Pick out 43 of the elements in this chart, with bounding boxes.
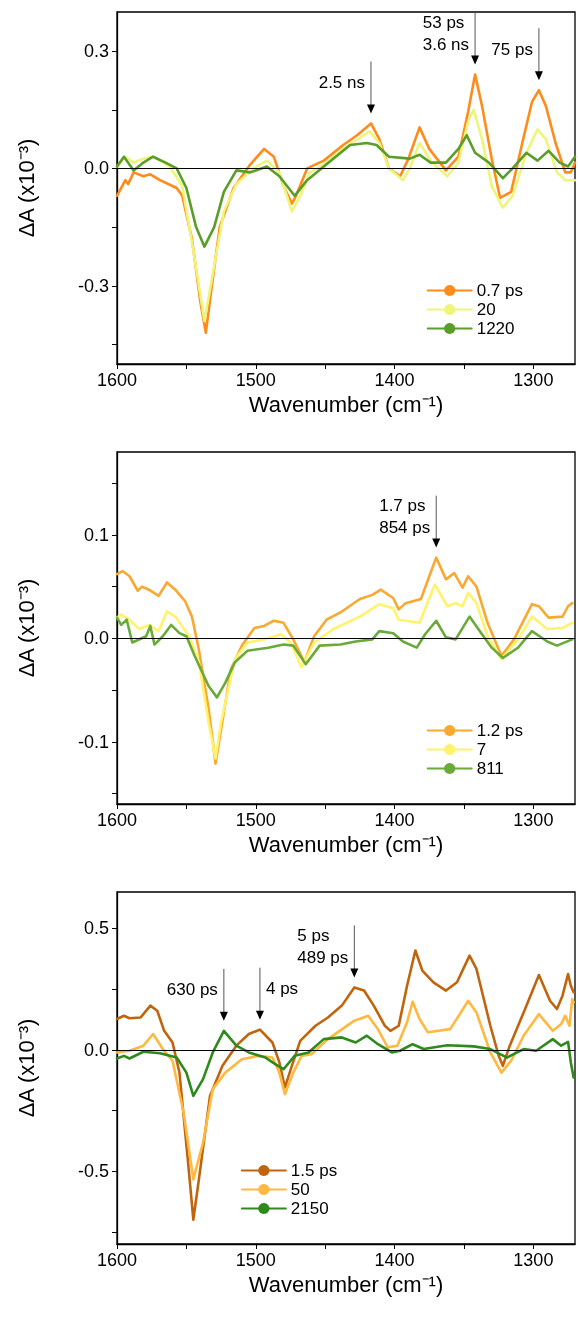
annotation: 5 ps 489 ps xyxy=(297,925,349,967)
x-axis-title: Wavenumber (cm⁻¹) xyxy=(248,392,444,418)
y-axis-title: ΔA (x10⁻³) xyxy=(13,1018,39,1118)
x-tick-label: 1500 xyxy=(235,1250,276,1270)
annotation: 630 ps xyxy=(166,980,218,1000)
y-tick-label: -0.5 xyxy=(77,1161,109,1182)
legend-label: 1220 xyxy=(476,319,515,338)
x-tick-label: 1600 xyxy=(96,1250,138,1270)
x-tick-label: 1300 xyxy=(513,370,554,390)
x-tick-label: 1400 xyxy=(374,370,415,390)
legend-label: 20 xyxy=(476,300,496,319)
y-tick-label: 0.0 xyxy=(83,158,109,179)
x-tick-label: 1600 xyxy=(96,810,138,830)
y-tick-label: 0.3 xyxy=(83,41,109,62)
annotation: 1.7 ps 854 ps xyxy=(379,495,431,537)
x-axis-title: Wavenumber (cm⁻¹) xyxy=(248,832,444,858)
y-tick-label: -0.1 xyxy=(77,731,109,752)
y-tick-label: 0.1 xyxy=(83,524,109,545)
y-tick-label: 0.5 xyxy=(83,918,109,939)
x-tick-label: 1400 xyxy=(374,1250,415,1270)
legend-label: 50 xyxy=(290,1180,310,1199)
y-tick-label: 0.0 xyxy=(83,1039,109,1060)
x-tick-label: 1500 xyxy=(235,370,276,390)
y-axis-title: ΔA (x10⁻³) xyxy=(13,578,39,678)
legend-label: 1.5 ps xyxy=(290,1161,338,1180)
x-tick-label: 1300 xyxy=(513,1250,554,1270)
legend-label: 2150 xyxy=(290,1199,329,1218)
annotation: 4 ps xyxy=(265,978,299,998)
annotation: 75 ps xyxy=(491,39,533,59)
legend-label: 7 xyxy=(476,740,487,759)
y-tick-label: -0.3 xyxy=(77,275,109,296)
annotation: 2.5 ns xyxy=(318,72,365,92)
y-axis-title: ΔA (x10⁻³) xyxy=(13,138,39,238)
legend-label: 1.2 ps xyxy=(476,721,523,740)
x-tick-label: 1400 xyxy=(374,810,415,830)
x-tick-label: 1500 xyxy=(235,810,276,830)
x-tick-label: 1600 xyxy=(96,370,138,390)
x-tick-label: 1300 xyxy=(513,810,554,830)
x-axis-title: Wavenumber (cm⁻¹) xyxy=(248,1272,444,1298)
legend-label: 0.7 ps xyxy=(476,281,523,300)
annotation: 53 ps 3.6 ns xyxy=(422,12,470,54)
y-tick-label: 0.0 xyxy=(83,628,109,649)
legend-label: 811 xyxy=(476,759,504,778)
